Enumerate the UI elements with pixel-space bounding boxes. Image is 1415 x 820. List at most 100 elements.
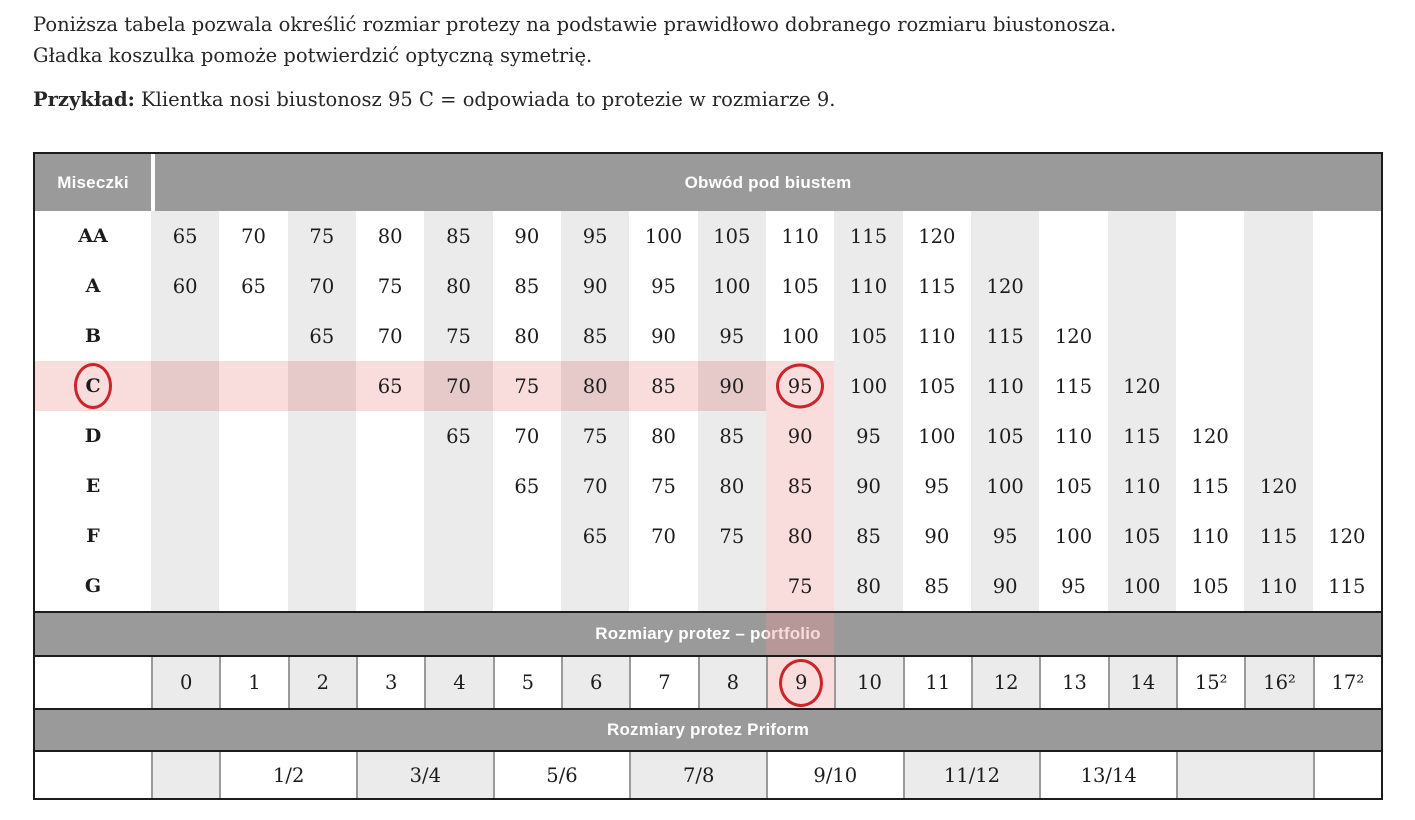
cup-cell bbox=[1244, 311, 1313, 361]
cup-cell bbox=[356, 561, 425, 611]
cup-cell: 90 bbox=[902, 511, 971, 561]
cup-cell bbox=[219, 461, 288, 511]
cup-cell bbox=[151, 561, 220, 611]
cup-label-G: G bbox=[35, 561, 151, 611]
cup-cell bbox=[151, 511, 220, 561]
cup-cell bbox=[1176, 261, 1245, 311]
cup-cell: 65 bbox=[492, 461, 561, 511]
cup-cell: 75 bbox=[629, 461, 698, 511]
cup-cell: 115 bbox=[1039, 361, 1108, 411]
priform-size-row: 1/2 3/4 5/6 7/8 9/10 11/12 13/14 bbox=[35, 750, 1381, 798]
portfolio-size-cell: 16² bbox=[1244, 657, 1313, 708]
cup-row-AA: AA 65 70 75 80 85 90 95 100 105 110 115 120 bbox=[35, 211, 1381, 261]
cup-cell bbox=[219, 411, 288, 461]
cup-cell bbox=[151, 411, 220, 461]
cup-cell: 65 bbox=[424, 411, 493, 461]
cup-cell: 90 bbox=[766, 411, 835, 461]
priform-range-cell: 11/12 bbox=[902, 752, 1040, 798]
cup-cell bbox=[287, 561, 356, 611]
cup-cell: 85 bbox=[492, 261, 561, 311]
cup-cell bbox=[1312, 311, 1381, 361]
cup-cell: 70 bbox=[356, 311, 425, 361]
red-circle-annotation bbox=[779, 658, 824, 707]
cup-cell: 85 bbox=[629, 361, 698, 411]
cup-cell: 95 bbox=[697, 311, 766, 361]
cup-cell: 120 bbox=[971, 261, 1040, 311]
cup-cell: 110 bbox=[1039, 411, 1108, 461]
cup-cell: 110 bbox=[971, 361, 1040, 411]
example-text: Klientka nosi biustonosz 95 C = odpowiad… bbox=[141, 88, 836, 111]
cup-cell: 70 bbox=[492, 411, 561, 461]
cup-cell: 110 bbox=[1176, 511, 1245, 561]
cup-cell: 75 bbox=[766, 561, 835, 611]
cup-cell: 100 bbox=[766, 311, 835, 361]
portfolio-size-cell: 12 bbox=[971, 657, 1040, 708]
cup-cell bbox=[1312, 361, 1381, 411]
cup-cell: 115 bbox=[834, 211, 903, 261]
portfolio-size-cell: 14 bbox=[1107, 657, 1176, 708]
cup-cell: 65 bbox=[151, 211, 220, 261]
portfolio-size-cell: 15² bbox=[1176, 657, 1245, 708]
cup-cell bbox=[151, 361, 220, 411]
cup-cell: 100 bbox=[629, 211, 698, 261]
cup-cell bbox=[356, 511, 425, 561]
cup-cell bbox=[1244, 361, 1313, 411]
cup-cell bbox=[424, 561, 493, 611]
cup-cell: 90 bbox=[834, 461, 903, 511]
cup-cell: 70 bbox=[287, 261, 356, 311]
portfolio-size-row: 0 1 2 3 4 5 6 7 8 9 10 11 12 13 14 15² 16² 17² bbox=[35, 655, 1381, 708]
cup-cell: 80 bbox=[697, 461, 766, 511]
cup-cell bbox=[219, 361, 288, 411]
priform-range-cell bbox=[1176, 752, 1313, 798]
cup-cell: 95 bbox=[629, 261, 698, 311]
portfolio-size-cell: 7 bbox=[629, 657, 698, 708]
cup-cell: 120 bbox=[1244, 461, 1313, 511]
cup-cell bbox=[971, 211, 1040, 261]
cup-cell: 105 bbox=[971, 411, 1040, 461]
portfolio-size-cell: 10 bbox=[834, 657, 903, 708]
cup-cell: 95 bbox=[561, 211, 630, 261]
cup-cell: 115 bbox=[902, 261, 971, 311]
cup-cell bbox=[1312, 411, 1381, 461]
cup-cell: 105 bbox=[766, 261, 835, 311]
portfolio-band: Rozmiary protez – portfolio bbox=[35, 611, 1381, 655]
cup-cell bbox=[697, 561, 766, 611]
cup-cell: 70 bbox=[424, 361, 493, 411]
cup-cell bbox=[356, 461, 425, 511]
cup-cell: 105 bbox=[1107, 511, 1176, 561]
cup-cell: 75 bbox=[424, 311, 493, 361]
cup-cell bbox=[1312, 211, 1381, 261]
cup-cell: 65 bbox=[356, 361, 425, 411]
priform-range-cell: 13/14 bbox=[1039, 752, 1176, 798]
cup-cell: 120 bbox=[1176, 411, 1245, 461]
cup-label-E: E bbox=[35, 461, 151, 511]
cup-cell: 100 bbox=[1039, 511, 1108, 561]
cup-cell: 110 bbox=[902, 311, 971, 361]
cup-cell bbox=[151, 461, 220, 511]
cup-row-G: G 75 80 85 90 95 100 105 110 115 bbox=[35, 561, 1381, 611]
cup-cell bbox=[1107, 211, 1176, 261]
cup-cell: 75 bbox=[697, 511, 766, 561]
table-header-row: Miseczki Obwód pod biustem bbox=[35, 154, 1381, 211]
cup-cell: 110 bbox=[766, 211, 835, 261]
priform-range-cell: 1/2 bbox=[219, 752, 356, 798]
cup-cell bbox=[1244, 211, 1313, 261]
size-table: Miseczki Obwód pod biustem AA 65 70 75 80 85 9… bbox=[33, 152, 1383, 800]
intro-line-2: Gładka koszulka pomoże potwierdzić optyc… bbox=[33, 44, 593, 67]
cup-cell: 105 bbox=[902, 361, 971, 411]
example-label: Przykład: bbox=[33, 88, 135, 111]
portfolio-size-cell: 4 bbox=[424, 657, 493, 708]
portfolio-size-cell: 8 bbox=[697, 657, 766, 708]
cup-cell: 65 bbox=[561, 511, 630, 561]
cup-cell: 85 bbox=[561, 311, 630, 361]
header-cups-label: Miseczki bbox=[57, 172, 129, 192]
cup-cell: 85 bbox=[697, 411, 766, 461]
cup-cell: 75 bbox=[287, 211, 356, 261]
cup-cell: 70 bbox=[219, 211, 288, 261]
cup-row-B: B 65 70 75 80 85 90 95 100 105 110 115 120 bbox=[35, 311, 1381, 361]
portfolio-size-cell: 9 bbox=[766, 657, 835, 708]
cup-cell bbox=[219, 311, 288, 361]
portfolio-size-cell: 11 bbox=[902, 657, 971, 708]
cup-cell: 110 bbox=[834, 261, 903, 311]
cup-cell: 100 bbox=[697, 261, 766, 311]
